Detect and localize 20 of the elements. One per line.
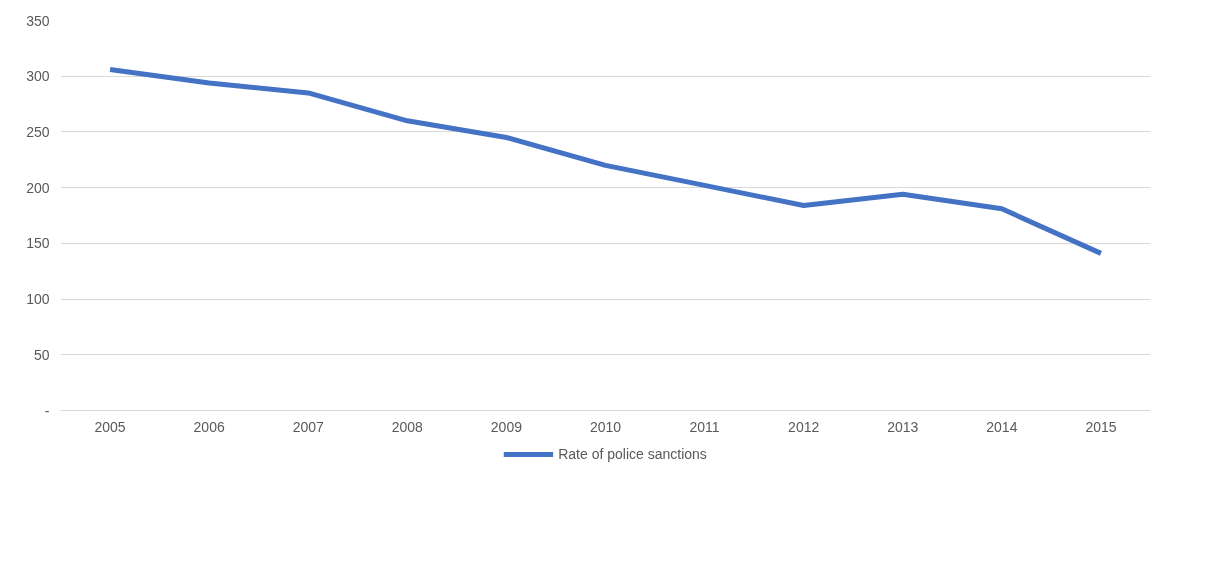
x-tick-label: 2006 [193, 418, 225, 435]
y-tick-label: 350 [26, 12, 50, 29]
x-tick-label: 2015 [1085, 418, 1117, 435]
x-tick-label: 2007 [292, 418, 325, 435]
x-tick-label: 2005 [94, 418, 126, 435]
y-tick-label: 50 [33, 346, 50, 363]
y-tick-label: 100 [26, 291, 50, 308]
x-tick-label: 2010 [589, 418, 622, 435]
y-tick-label: - [44, 402, 50, 419]
x-tick-label: 2008 [391, 418, 424, 435]
y-tick-label: 150 [26, 235, 50, 252]
x-tick-label: 2011 [689, 418, 720, 435]
legend-label: Rate of police sanctions [558, 446, 707, 462]
x-tick-label: 2012 [788, 418, 820, 435]
y-tick-label: 300 [26, 68, 50, 85]
y-tick-label: 200 [26, 179, 50, 196]
x-tick-label: 2013 [887, 418, 919, 435]
x-tick-label: 2009 [490, 418, 523, 435]
x-tick-label: 2014 [986, 418, 1018, 435]
y-tick-label: 250 [26, 123, 50, 140]
